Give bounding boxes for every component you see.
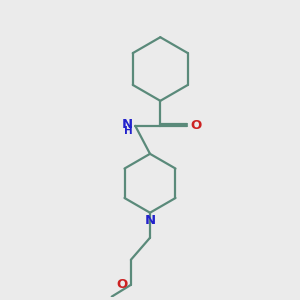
Text: N: N (144, 214, 156, 227)
Text: O: O (116, 278, 127, 291)
Text: N: N (122, 118, 133, 131)
Text: H: H (124, 126, 133, 136)
Text: O: O (190, 119, 202, 132)
